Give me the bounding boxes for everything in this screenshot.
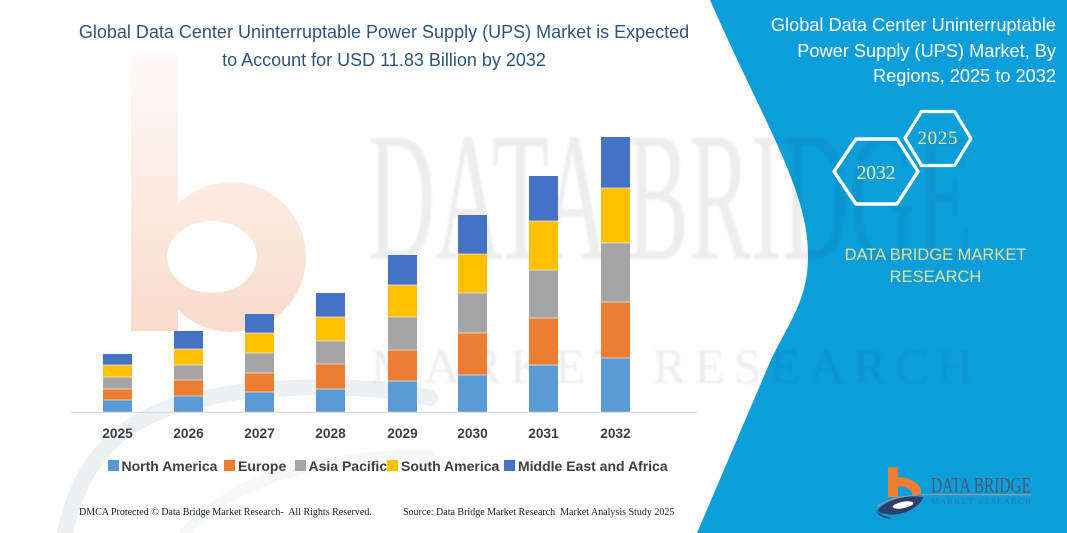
svg-text:2025: 2025 bbox=[918, 128, 958, 149]
svg-text:2032: 2032 bbox=[857, 162, 896, 184]
svg-text:MARKET RESEARCH: MARKET RESEARCH bbox=[931, 496, 1031, 506]
svg-text:DATA BRIDGE: DATA BRIDGE bbox=[931, 473, 1031, 498]
